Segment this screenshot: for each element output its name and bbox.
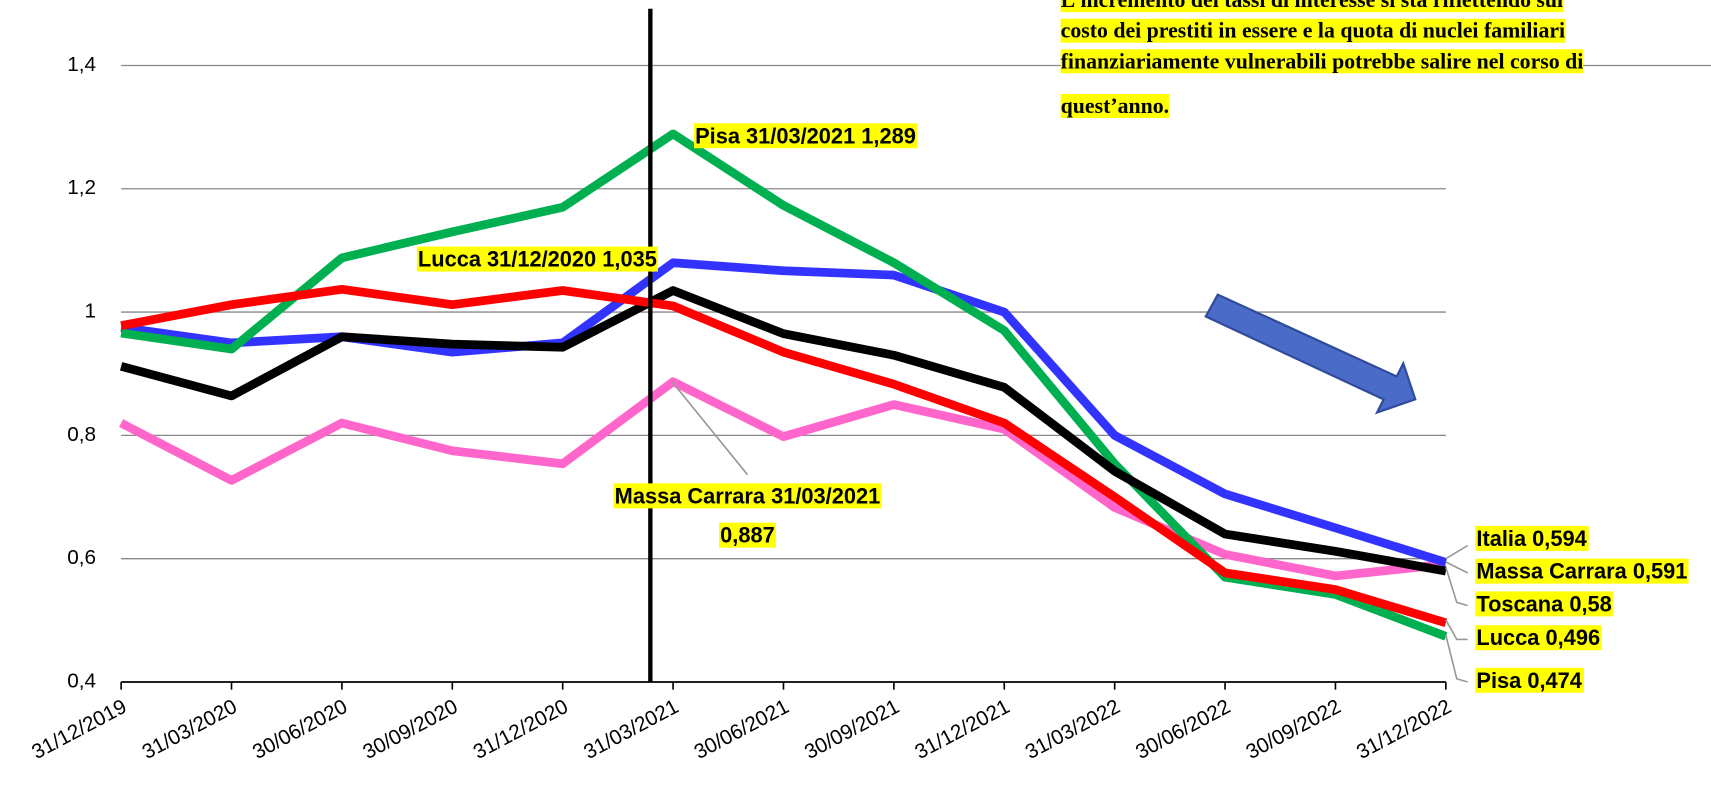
- series-line: [119, 286, 1447, 576]
- x-tick-label: 30/06/2020: [249, 695, 351, 764]
- label-background: [1475, 558, 1689, 584]
- x-tick-label: 30/06/2021: [690, 695, 792, 764]
- annotation: Pisa 31/03/2021 1,289: [695, 123, 916, 148]
- label-background: [719, 522, 776, 548]
- leader-lines: [671, 381, 1469, 683]
- note-line: quest’anno.: [1061, 94, 1170, 118]
- y-tick-label: 0,6: [67, 546, 96, 569]
- note-background: [1060, 18, 1566, 43]
- x-tick-label: 30/06/2022: [1132, 695, 1234, 764]
- x-tick-label: 31/12/2019: [28, 695, 130, 764]
- series-line: [119, 377, 1447, 581]
- annotation: Massa Carrara 31/03/2021: [615, 483, 881, 508]
- x-tick-label: 30/09/2021: [801, 695, 903, 764]
- annotation: Toscana 0,58: [1476, 591, 1611, 616]
- y-tick-label: 1,2: [67, 176, 96, 199]
- x-tick-label: 30/09/2020: [359, 695, 461, 764]
- x-tick-label: 31/03/2020: [138, 695, 240, 764]
- label-background: [613, 483, 882, 509]
- arrow: [1204, 293, 1417, 415]
- annotation: Pisa 0,474: [1476, 668, 1582, 693]
- x-tick-label: 31/12/2020: [470, 695, 572, 764]
- plot: 0,40,60,811,21,431/12/2019 31/03/2020 30/0…: [28, 0, 1711, 764]
- note-line: L’incremento dei tassi di interesse si s…: [1061, 0, 1563, 12]
- label-background: [1475, 525, 1589, 551]
- note-background: [1060, 0, 1564, 13]
- x-tick-label: 31/12/2021: [911, 695, 1013, 764]
- annotations: Pisa 31/03/2021 1,289 Lucca 31/12/2020 1,…: [416, 0, 1689, 693]
- note-line: costo dei prestiti in essere e la quota …: [1061, 19, 1565, 43]
- x-tick-label: 31/12/2022: [1353, 695, 1455, 764]
- lines: [119, 129, 1448, 641]
- label-background: [1475, 591, 1613, 617]
- note-line: finanziariamente vulnerabili potrebbe sa…: [1061, 49, 1584, 73]
- label-background: [694, 123, 917, 149]
- annotation: Italia 0,594: [1476, 526, 1587, 551]
- series-line: [120, 284, 1448, 627]
- label-background: [1475, 625, 1602, 651]
- annotation: Lucca 0,496: [1476, 625, 1600, 650]
- annotation: Lucca 31/12/2020 1,035: [418, 247, 657, 272]
- y-tick-label: 0,8: [67, 423, 96, 446]
- x-tick-label: 31/03/2022: [1022, 695, 1124, 764]
- y-tick-label: 1,4: [67, 53, 96, 76]
- y-tick-label: 0,4: [67, 669, 96, 692]
- note-background: [1060, 94, 1170, 119]
- annotation: Massa Carrara 0,591: [1476, 559, 1687, 584]
- x-tick-label: 30/09/2022: [1242, 695, 1344, 764]
- y-tick-label: 1: [84, 300, 96, 323]
- annotation: 0,887: [720, 523, 775, 548]
- label-background: [1475, 667, 1584, 693]
- x-tick-label: 31/03/2021: [580, 695, 682, 764]
- label-background: [416, 246, 658, 272]
- note-background: [1060, 49, 1584, 74]
